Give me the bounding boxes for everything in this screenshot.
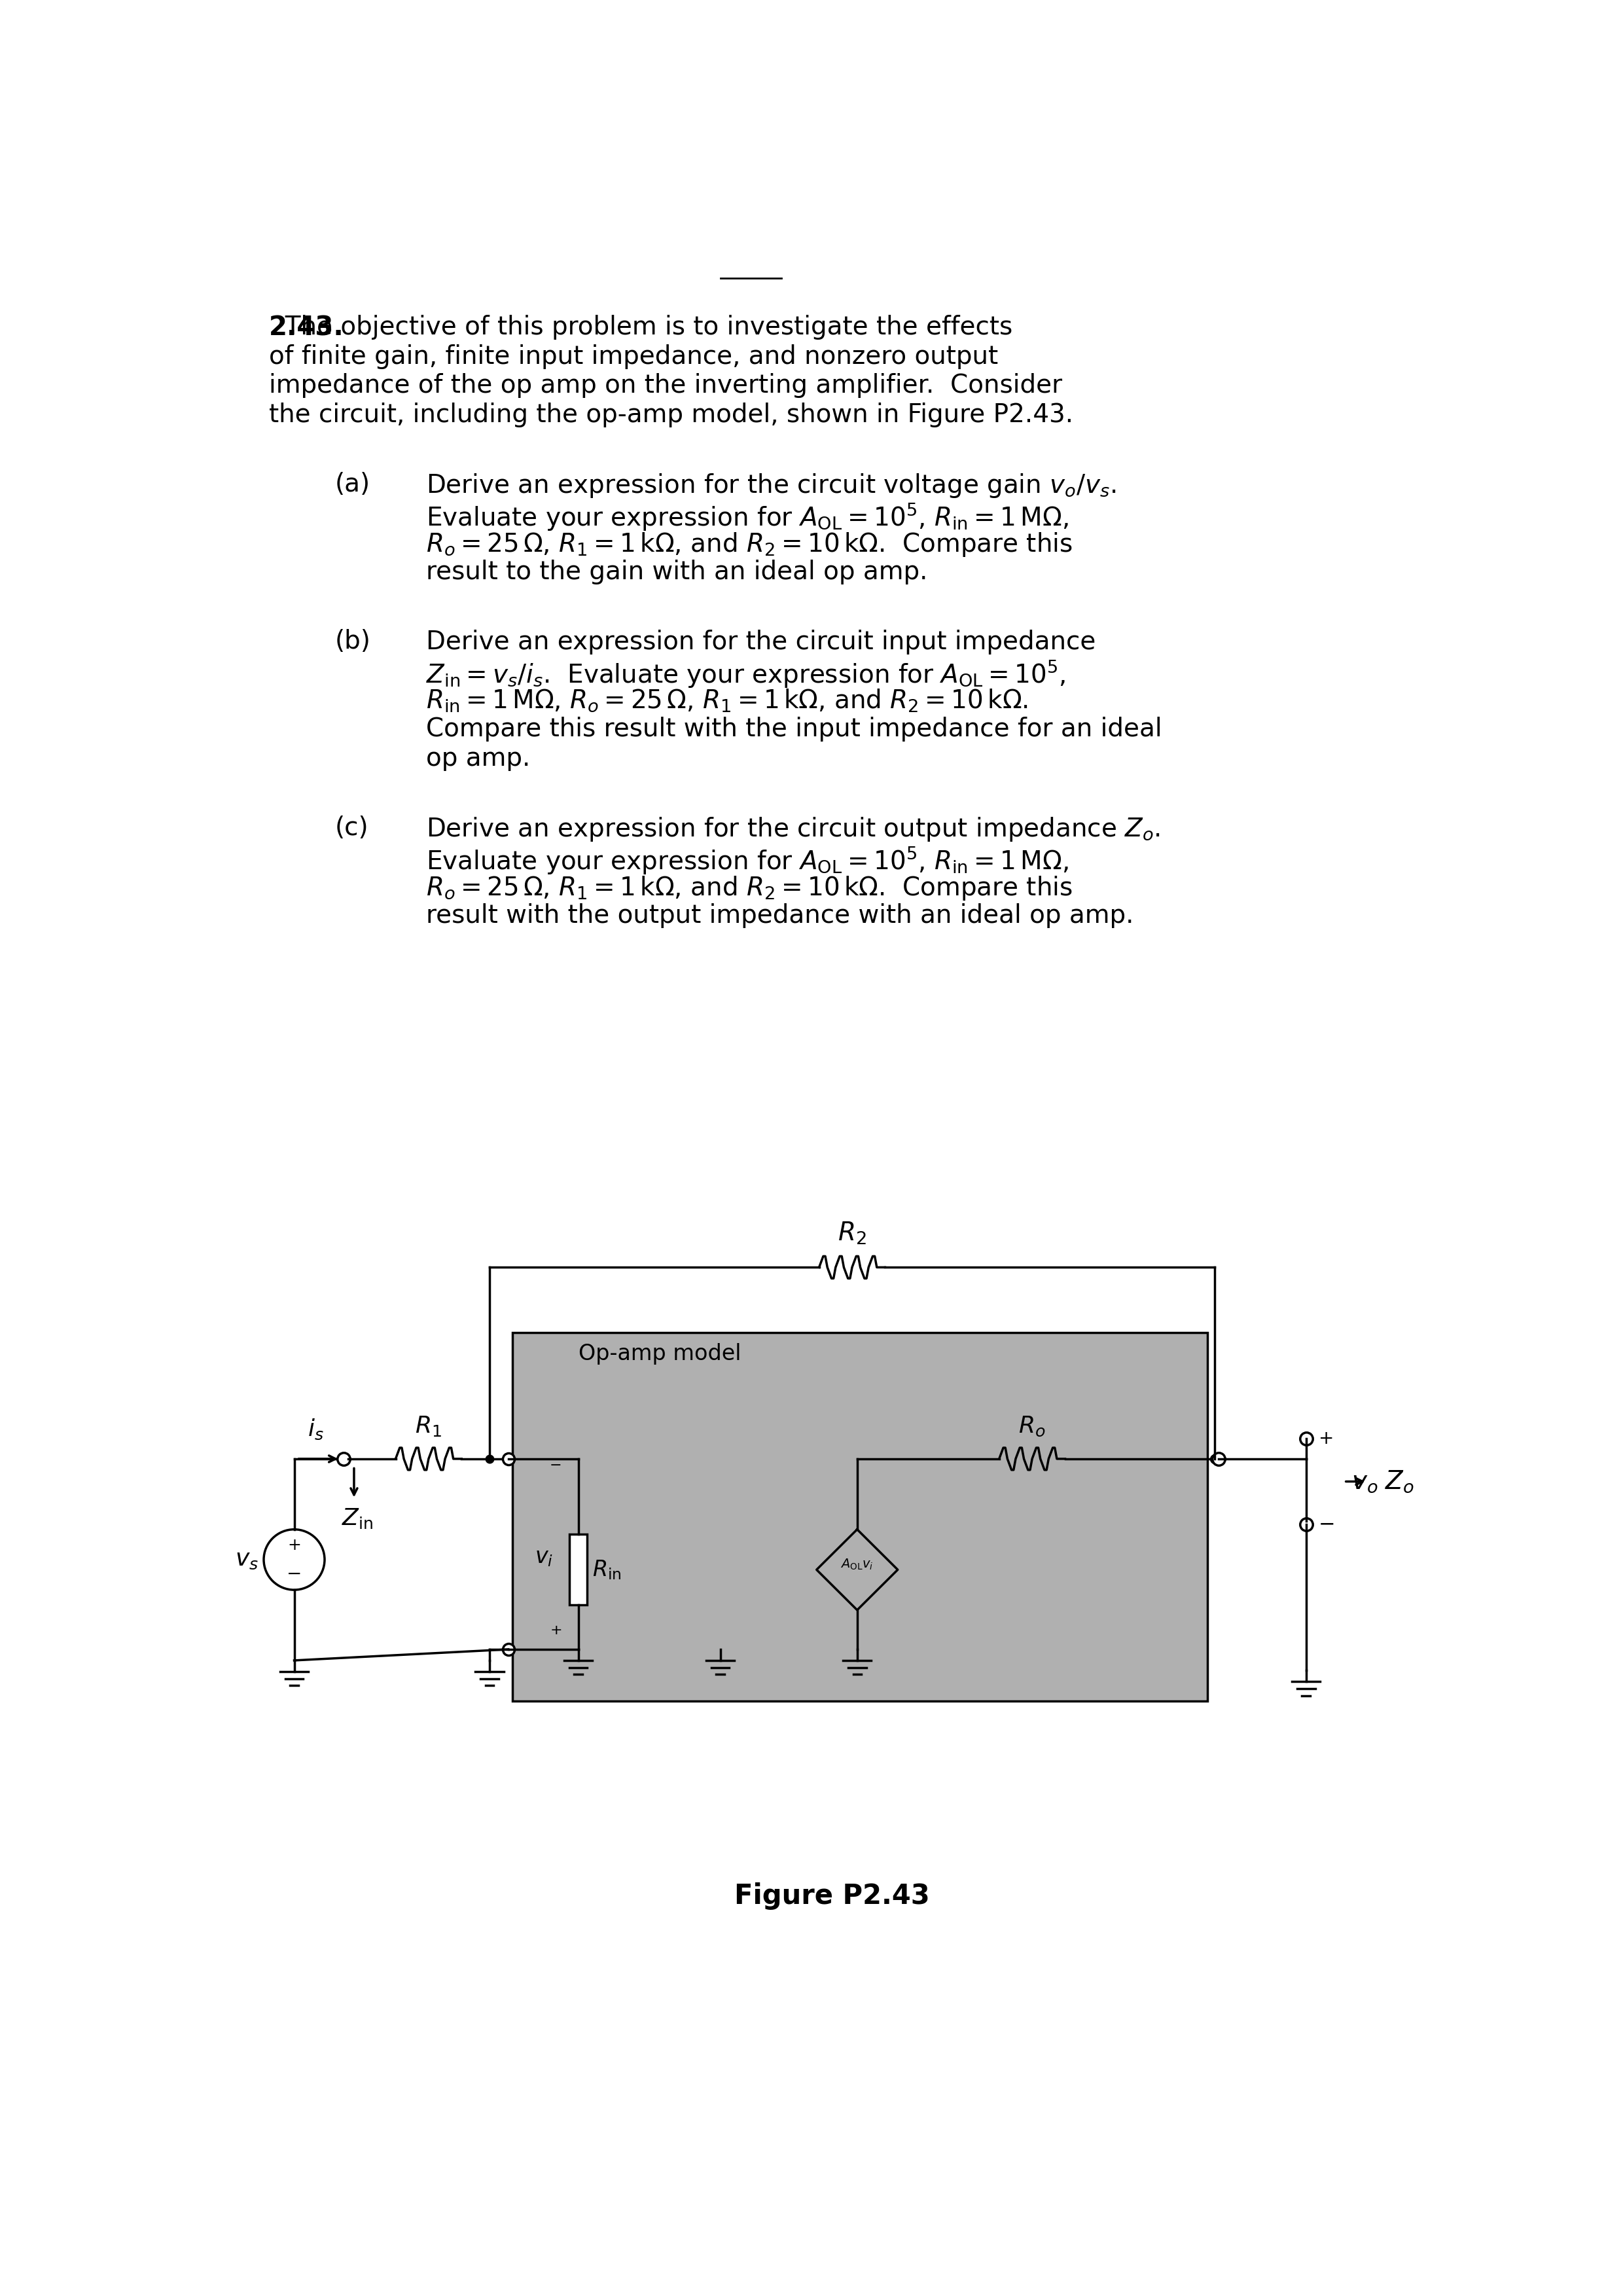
Text: $R_o = 25\,\Omega$, $R_1 = 1\,{\rm k}\Omega$, and $R_2 = 10\,{\rm k}\Omega$.  Co: $R_o = 25\,\Omega$, $R_1 = 1\,{\rm k}\Om… <box>425 875 1073 902</box>
Text: the circuit, including the op-amp model, shown in Figure P2.43.: the circuit, including the op-amp model,… <box>269 402 1073 427</box>
Text: $Z_{\rm in}$: $Z_{\rm in}$ <box>341 1506 373 1529</box>
Text: +: + <box>287 1538 300 1554</box>
Text: $i_s$: $i_s$ <box>307 1417 323 1442</box>
Text: result to the gain with an ideal op amp.: result to the gain with an ideal op amp. <box>425 560 928 585</box>
Text: of finite gain, finite input impedance, and nonzero output: of finite gain, finite input impedance, … <box>269 344 998 370</box>
Text: $A_{\rm OL}v_i$: $A_{\rm OL}v_i$ <box>841 1557 873 1573</box>
Text: Derive an expression for the circuit input impedance: Derive an expression for the circuit inp… <box>425 629 1096 654</box>
Text: +: + <box>1318 1430 1334 1449</box>
Text: impedance of the op amp on the inverting amplifier.  Consider: impedance of the op amp on the inverting… <box>269 374 1061 397</box>
Text: result with the output impedance with an ideal op amp.: result with the output impedance with an… <box>425 902 1134 928</box>
Text: (c): (c) <box>334 815 368 840</box>
Text: $v_i$: $v_i$ <box>534 1545 553 1568</box>
Text: −: − <box>1318 1515 1336 1534</box>
Text: Evaluate your expression for $A_{\rm OL} = 10^5$, $R_{\rm in} = 1\,{\rm M}\Omega: Evaluate your expression for $A_{\rm OL}… <box>425 501 1068 533</box>
Text: (b): (b) <box>334 629 370 654</box>
Text: $R_{\rm in} = 1\,{\rm M}\Omega$, $R_o = 25\,\Omega$, $R_1 = 1\,{\rm k}\Omega$, a: $R_{\rm in} = 1\,{\rm M}\Omega$, $R_o = … <box>425 689 1027 714</box>
Text: Derive an expression for the circuit voltage gain $v_o/v_s$.: Derive an expression for the circuit vol… <box>425 473 1117 501</box>
Text: $-$: $-$ <box>550 1458 562 1469</box>
Text: $R_1$: $R_1$ <box>415 1414 441 1437</box>
Text: Derive an expression for the circuit output impedance $Z_o$.: Derive an expression for the circuit out… <box>425 815 1160 843</box>
Text: $R_o$: $R_o$ <box>1019 1414 1045 1437</box>
Text: Figure P2.43: Figure P2.43 <box>734 1883 930 1910</box>
Text: $Z_o$: $Z_o$ <box>1384 1469 1414 1495</box>
Text: $R_o = 25\,\Omega$, $R_1 = 1\,{\rm k}\Omega$, and $R_2 = 10\,{\rm k}\Omega$.  Co: $R_o = 25\,\Omega$, $R_1 = 1\,{\rm k}\Om… <box>425 530 1073 558</box>
Text: Compare this result with the input impedance for an ideal: Compare this result with the input imped… <box>425 716 1162 742</box>
Bar <box>570 1534 588 1605</box>
Text: −: − <box>287 1564 302 1582</box>
Text: $v_s$: $v_s$ <box>235 1548 258 1570</box>
Text: $R_{\rm in}$: $R_{\rm in}$ <box>592 1559 622 1582</box>
Text: Op-amp model: Op-amp model <box>578 1343 740 1364</box>
Bar <box>513 1334 1208 1701</box>
Text: 2.43.: 2.43. <box>269 315 344 342</box>
Text: op amp.: op amp. <box>425 746 531 771</box>
Text: (a): (a) <box>334 473 370 496</box>
Text: Evaluate your expression for $A_{\rm OL} = 10^5$, $R_{\rm in} = 1\,{\rm M}\Omega: Evaluate your expression for $A_{\rm OL}… <box>425 845 1068 875</box>
Text: $v_o$: $v_o$ <box>1352 1469 1378 1495</box>
Text: The objective of this problem is to investigate the effects: The objective of this problem is to inve… <box>269 315 1013 340</box>
Text: $R_2$: $R_2$ <box>837 1221 867 1247</box>
Text: $+$: $+$ <box>550 1623 562 1637</box>
Text: $Z_{\rm in} = v_s/i_s$.  Evaluate your expression for $A_{\rm OL} = 10^5$,: $Z_{\rm in} = v_s/i_s$. Evaluate your ex… <box>425 659 1066 689</box>
